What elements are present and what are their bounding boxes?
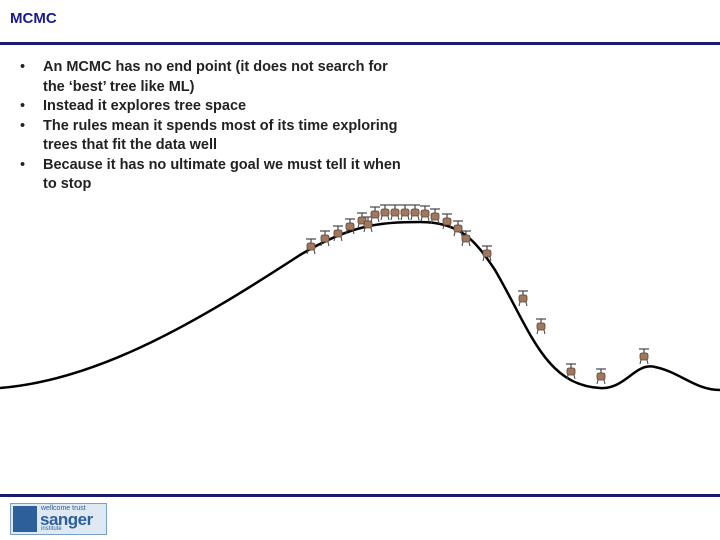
bottom-rule [0, 494, 720, 497]
bullet: Instead it explores tree space [0, 97, 403, 117]
slide-title: MCMC [10, 10, 57, 27]
likelihood-landscape [0, 204, 720, 392]
curve [0, 220, 720, 392]
logo-text: wellcome trust [41, 505, 86, 512]
bullet: An MCMC has no end point (it does not se… [0, 58, 403, 97]
logo-mark [13, 506, 37, 532]
logo: wellcome trust sanger institute [10, 503, 107, 535]
logo-text: sanger [40, 510, 93, 529]
bullet: Because it has no ultimate goal we must … [0, 156, 403, 195]
walkers [305, 204, 650, 385]
bullet-list: An MCMC has no end point (it does not se… [0, 58, 420, 195]
bullet: The rules mean it spends most of its tim… [0, 117, 403, 156]
top-rule [0, 42, 720, 45]
logo-text: institute [41, 526, 62, 532]
